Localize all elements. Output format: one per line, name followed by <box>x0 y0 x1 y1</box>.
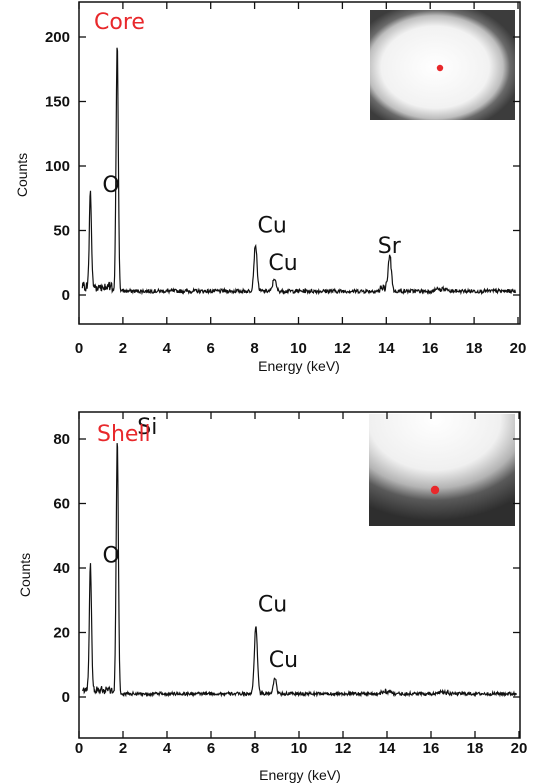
x-tick-label: 16 <box>423 740 440 757</box>
x-tick-label: 10 <box>291 740 308 757</box>
shell-probe-spot <box>430 485 440 495</box>
x-tick-label: 20 <box>510 340 527 357</box>
core-axis-ticks <box>78 2 520 324</box>
shell-y-axis-label: Counts <box>17 553 33 597</box>
y-tick-label: 200 <box>45 29 70 46</box>
y-tick-label: 100 <box>45 158 70 175</box>
x-tick-label: 20 <box>511 740 528 757</box>
shell-title: Shell <box>97 422 151 447</box>
x-tick-label: 10 <box>290 340 307 357</box>
core-probe-spot <box>436 64 444 72</box>
shell-axis-ticks <box>78 412 520 738</box>
x-tick-label: 12 <box>335 740 352 757</box>
x-tick-label: 0 <box>75 340 83 357</box>
peak-label-cu: Cu <box>257 214 286 239</box>
core-inset-micrograph <box>370 10 515 120</box>
y-tick-label: 50 <box>53 223 70 240</box>
x-tick-label: 12 <box>334 340 351 357</box>
peak-label-o: O <box>102 173 119 198</box>
y-tick-label: 0 <box>62 287 70 304</box>
y-tick-label: 20 <box>53 625 70 642</box>
x-tick-label: 8 <box>251 740 259 757</box>
x-tick-label: 4 <box>163 740 172 757</box>
y-tick-label: 40 <box>53 560 70 577</box>
x-tick-label: 4 <box>163 340 172 357</box>
x-tick-label: 0 <box>75 740 83 757</box>
peak-label-si: Si <box>137 415 157 440</box>
core-peak-labels: OSiCuCuSr <box>102 173 402 276</box>
core-title: Core <box>94 10 145 35</box>
x-tick-label: 14 <box>379 740 396 757</box>
x-tick-label: 18 <box>466 340 483 357</box>
y-tick-label: 0 <box>62 689 70 706</box>
x-tick-label: 2 <box>119 740 127 757</box>
peak-label-cu: Cu <box>268 251 297 276</box>
y-tick-label: 60 <box>53 496 70 513</box>
shell-peak-labels: O Si Cu Cu <box>102 415 298 673</box>
x-tick-label: 16 <box>422 340 439 357</box>
shell-tick-labels: 0 2 4 6 8 10 12 14 16 18 20 0 20 40 60 80 <box>53 431 527 757</box>
shell-inset-micrograph <box>369 414 515 526</box>
x-tick-label: 8 <box>250 340 258 357</box>
shell-spectrum-line <box>81 443 518 698</box>
peak-label-cu: Cu <box>269 648 298 673</box>
core-x-axis-label: Energy (keV) <box>258 358 340 374</box>
x-tick-label: 6 <box>207 740 215 757</box>
x-tick-label: 2 <box>119 340 127 357</box>
peak-label-sr: Sr <box>378 234 402 259</box>
x-tick-label: 14 <box>378 340 395 357</box>
shell-spectrum-panel: 0 2 4 6 8 10 12 14 16 18 20 0 20 40 60 80 O Si Cu Cu Shell… <box>17 411 527 783</box>
x-tick-label: 6 <box>207 340 215 357</box>
y-tick-label: 150 <box>45 94 70 111</box>
peak-label-cu: Cu <box>258 592 287 617</box>
shell-x-axis-label: Energy (keV) <box>259 767 341 783</box>
peak-label-o: O <box>102 543 119 568</box>
y-tick-label: 80 <box>53 431 70 448</box>
core-spectrum-line <box>81 47 517 296</box>
core-y-axis-label: Counts <box>14 153 30 197</box>
x-tick-label: 18 <box>467 740 484 757</box>
